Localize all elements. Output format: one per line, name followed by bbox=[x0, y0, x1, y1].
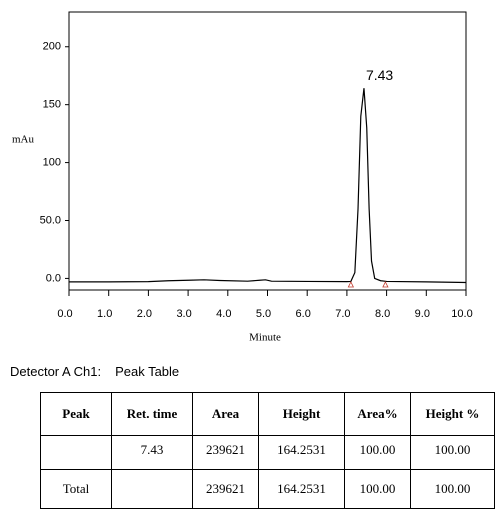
table-cell: 100.00 bbox=[410, 435, 495, 470]
x-tick-label: 10.0 bbox=[451, 308, 472, 320]
peak-bound-marker bbox=[347, 281, 355, 288]
y-tick-label: 50.0 bbox=[40, 214, 61, 226]
caption-detector: Detector A Ch1: bbox=[10, 364, 102, 379]
table-cell: 239621 bbox=[192, 469, 259, 509]
peak-bound-marker bbox=[382, 281, 389, 288]
x-axis-label: Minute bbox=[249, 332, 281, 344]
caption-title: Peak Table bbox=[115, 364, 180, 379]
header-cell: Area bbox=[192, 392, 259, 436]
x-tick-label: 8.0 bbox=[375, 308, 390, 320]
header-cell: Peak bbox=[40, 392, 112, 436]
header-cell: Area% bbox=[344, 392, 411, 436]
table-cell: 7.43 bbox=[111, 435, 193, 470]
table-cell: 164.2531 bbox=[258, 435, 345, 470]
x-tick-label: 4.0 bbox=[216, 308, 231, 320]
x-tick-label: 7.0 bbox=[335, 308, 350, 320]
peak-table: Peak Ret. time Area Height Area% Height % 7.43… bbox=[40, 392, 495, 509]
x-tick-label: 3.0 bbox=[176, 308, 191, 320]
x-tick-label: 9.0 bbox=[415, 308, 430, 320]
header-row: Peak Ret. time Area Height Area% Height % bbox=[40, 392, 495, 436]
y-axis-label: mAu bbox=[12, 134, 35, 146]
y-tick-label: 200 bbox=[43, 41, 61, 53]
plot-frame bbox=[68, 11, 467, 291]
table-cell: 100.00 bbox=[410, 469, 495, 509]
header-cell: Ret. time bbox=[111, 392, 193, 436]
header-cell: Height % bbox=[410, 392, 495, 436]
x-tick-label: 0.0 bbox=[57, 308, 72, 320]
table-cell: Total bbox=[40, 469, 112, 509]
x-tick-label: 6.0 bbox=[296, 308, 311, 320]
peak-annotation: 7.43 bbox=[366, 67, 393, 83]
trace-line bbox=[69, 88, 467, 284]
table-row: Total 239621 164.2531 100.00 100.00 bbox=[40, 469, 495, 509]
table-cell: 100.00 bbox=[344, 435, 411, 470]
x-tick-label: 2.0 bbox=[137, 308, 152, 320]
table-row: 7.43 239621 164.2531 100.00 100.00 bbox=[40, 435, 495, 470]
x-tick-label: 5.0 bbox=[256, 308, 271, 320]
table-caption: Detector A Ch1: Peak Table bbox=[10, 364, 179, 379]
y-tick-label: 0.0 bbox=[46, 272, 61, 284]
header-cell: Height bbox=[258, 392, 345, 436]
table-cell bbox=[40, 435, 112, 470]
table-cell: 164.2531 bbox=[258, 469, 345, 509]
table-cell bbox=[111, 469, 193, 509]
y-tick-label: 100 bbox=[43, 156, 61, 168]
table-cell: 100.00 bbox=[344, 469, 411, 509]
x-tick-label: 1.0 bbox=[97, 308, 112, 320]
chart: mAu Minute 0.0 50.0 100 150 200 0.0 1.0 2.0 3.0 4… bbox=[12, 11, 473, 344]
table-cell: 239621 bbox=[192, 435, 259, 470]
y-tick-label: 150 bbox=[43, 99, 61, 111]
